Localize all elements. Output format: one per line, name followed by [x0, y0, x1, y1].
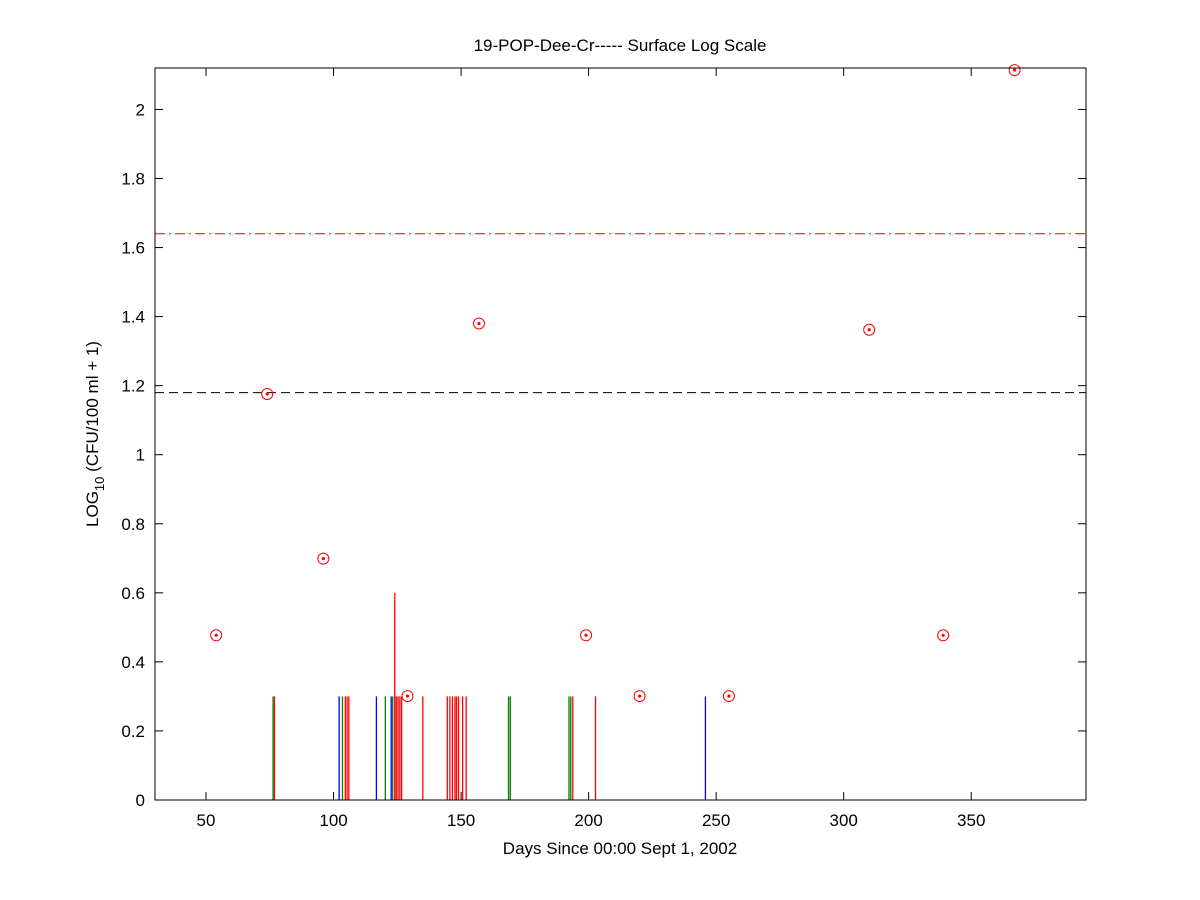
data-point [633, 690, 646, 703]
data-point-dot [727, 694, 731, 698]
y-tick-label: 1.2 [121, 377, 145, 396]
x-tick-label: 350 [957, 811, 985, 830]
data-point-ring [1008, 64, 1021, 77]
data-point-dot [1012, 68, 1017, 72]
data-point-dot [321, 557, 325, 561]
y-axis-label: LOG10 (CFU/100 ml + 1) [83, 341, 107, 527]
data-point [580, 629, 593, 642]
data-point-dot [405, 694, 410, 698]
axes-box [154, 67, 1087, 801]
x-axis-label: Days Since 00:00 Sept 1, 2002 [503, 839, 737, 858]
x-tick-label: 200 [574, 811, 602, 830]
data-point [863, 323, 876, 336]
data-point-ring [937, 629, 950, 642]
y-tick-label: 0.4 [121, 653, 145, 672]
x-tick-label: 250 [702, 811, 730, 830]
y-tick-label: 1.6 [121, 239, 145, 258]
x-tick-label: 300 [829, 811, 857, 830]
y-tick-label: 1.8 [121, 169, 145, 188]
data-point [317, 552, 330, 565]
y-tick-label: 0.6 [121, 584, 145, 603]
data-point-ring [401, 690, 414, 703]
y-tick-label: 0.2 [121, 722, 145, 741]
data-point [722, 690, 735, 703]
y-tick-label: 2 [136, 100, 145, 119]
data-point-dot [867, 328, 871, 332]
data-point-ring [261, 387, 274, 400]
plot-area [155, 64, 1086, 800]
data-point [401, 690, 414, 703]
data-point [937, 629, 950, 642]
x-tick-label: 50 [197, 811, 216, 830]
data-point [1008, 64, 1021, 77]
data-point [472, 317, 485, 330]
y-axis-label-main: LOG [83, 491, 102, 527]
data-point-dot [214, 633, 218, 637]
data-point-dot [265, 392, 269, 396]
data-point-ring [580, 629, 593, 642]
chart-title: 19-POP-Dee-Cr----- Surface Log Scale [474, 36, 767, 55]
y-axis-label-units: (CFU/100 ml + 1) [83, 341, 102, 477]
data-point-ring [722, 690, 735, 703]
data-point-ring [472, 317, 485, 330]
x-tick-label: 100 [319, 811, 347, 830]
y-tick-label: 0.8 [121, 515, 145, 534]
data-point-ring [633, 690, 646, 703]
data-point-dot [584, 633, 588, 637]
data-point [210, 629, 223, 642]
data-point-dot [638, 694, 642, 698]
data-point [261, 387, 274, 400]
x-tick-label: 150 [447, 811, 475, 830]
axis-ticks: 50 100 150 200 250 300 350 0 0.2 0.4 0.6 0.8 1 1.2 1.4… [121, 68, 1086, 830]
y-tick-label: 0 [136, 791, 145, 810]
data-point-ring [210, 629, 223, 642]
y-tick-label: 1 [136, 446, 145, 465]
data-point-dot [477, 321, 481, 326]
data-point-ring [317, 552, 330, 565]
y-tick-label: 1.4 [121, 308, 145, 327]
data-point-ring [863, 323, 876, 336]
y-axis-label-subscript: 10 [92, 477, 107, 491]
data-point-dot [941, 633, 945, 637]
